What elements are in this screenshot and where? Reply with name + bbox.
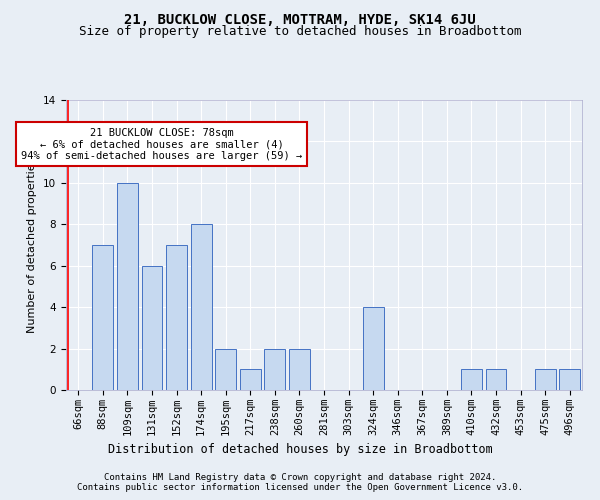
Bar bbox=[240, 370, 261, 390]
Bar bbox=[92, 245, 113, 390]
Y-axis label: Number of detached properties: Number of detached properties bbox=[28, 158, 37, 332]
Text: Contains HM Land Registry data © Crown copyright and database right 2024.: Contains HM Land Registry data © Crown c… bbox=[104, 472, 496, 482]
Bar bbox=[166, 245, 187, 390]
Bar bbox=[362, 307, 383, 390]
Bar bbox=[535, 370, 556, 390]
Bar bbox=[559, 370, 580, 390]
Bar bbox=[289, 348, 310, 390]
Text: 21 BUCKLOW CLOSE: 78sqm
← 6% of detached houses are smaller (4)
94% of semi-deta: 21 BUCKLOW CLOSE: 78sqm ← 6% of detached… bbox=[21, 128, 302, 161]
Bar bbox=[191, 224, 212, 390]
Bar bbox=[117, 183, 138, 390]
Bar bbox=[142, 266, 163, 390]
Text: Contains public sector information licensed under the Open Government Licence v3: Contains public sector information licen… bbox=[77, 484, 523, 492]
Text: Size of property relative to detached houses in Broadbottom: Size of property relative to detached ho… bbox=[79, 25, 521, 38]
Bar bbox=[461, 370, 482, 390]
Bar bbox=[265, 348, 286, 390]
Text: Distribution of detached houses by size in Broadbottom: Distribution of detached houses by size … bbox=[107, 442, 493, 456]
Bar bbox=[485, 370, 506, 390]
Text: 21, BUCKLOW CLOSE, MOTTRAM, HYDE, SK14 6JU: 21, BUCKLOW CLOSE, MOTTRAM, HYDE, SK14 6… bbox=[124, 12, 476, 26]
Bar bbox=[215, 348, 236, 390]
